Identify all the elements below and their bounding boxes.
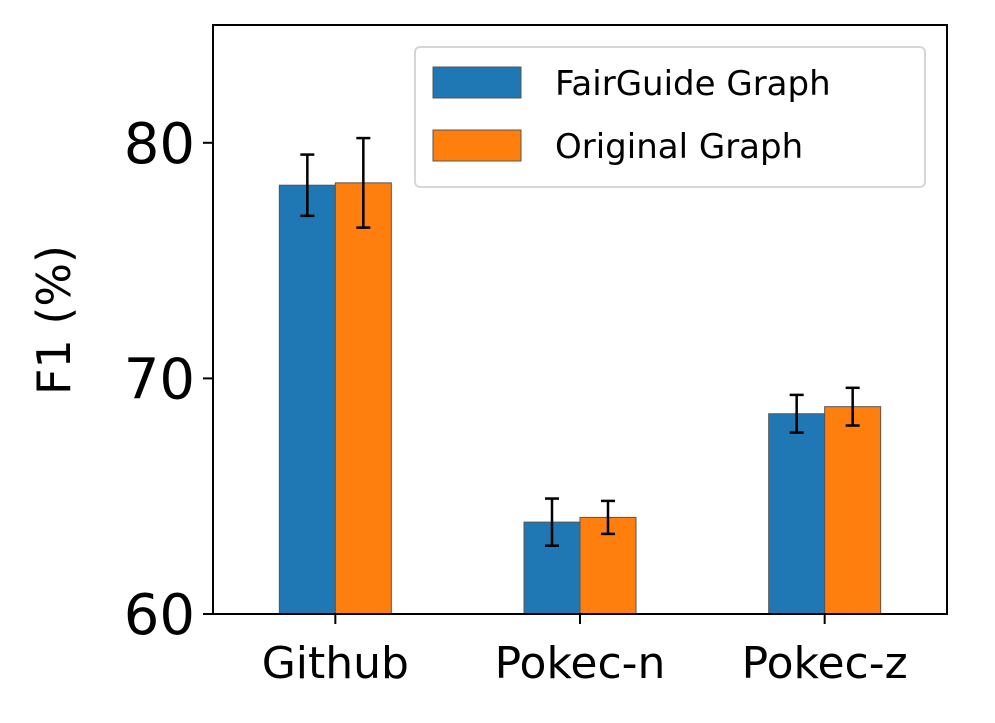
x-tick-label: Pokec-n	[495, 638, 666, 689]
bar-original-graph-github	[334, 182, 392, 615]
error-bar-fairguide-graph-pokec-n	[545, 497, 559, 547]
bar-fairguide-graph-pokec-z	[768, 413, 826, 615]
legend-frame	[414, 46, 926, 188]
bar-fairguide-graph-github	[278, 184, 336, 615]
error-bar-original-graph-pokec-n	[601, 499, 615, 536]
error-bar-fairguide-graph-pokec-z	[789, 393, 804, 434]
legend-label: FairGuide Graph	[555, 64, 831, 104]
y-axis-label: F1 (%)	[27, 245, 81, 395]
y-axis-ticks: 60 70 80	[124, 112, 213, 648]
error-bar-original-graph-pokec-z	[845, 386, 860, 427]
bar-original-graph-pokec-z	[824, 406, 882, 615]
y-tick-label: 80	[124, 112, 195, 177]
legend-item-fairguide-graph: FairGuide Graph	[432, 64, 831, 104]
legend-swatch	[432, 129, 522, 162]
x-tick-label: Pokec-z	[742, 638, 908, 689]
legend-swatch	[432, 66, 522, 99]
error-bars-group	[300, 136, 860, 547]
y-tick-label: 70	[124, 347, 195, 412]
error-bar-fairguide-graph-github	[300, 153, 315, 218]
y-tick-label: 60	[124, 583, 195, 648]
bars-group	[278, 182, 882, 615]
x-tick-label: Github	[262, 638, 409, 689]
legend-label: Original Graph	[555, 127, 803, 167]
x-axis-ticks: Github Pokec-n Pokec-z	[262, 614, 908, 689]
error-bar-original-graph-github	[356, 136, 371, 229]
legend-item-original-graph: Original Graph	[432, 127, 803, 167]
legend: FairGuide Graph Original Graph	[414, 46, 926, 188]
